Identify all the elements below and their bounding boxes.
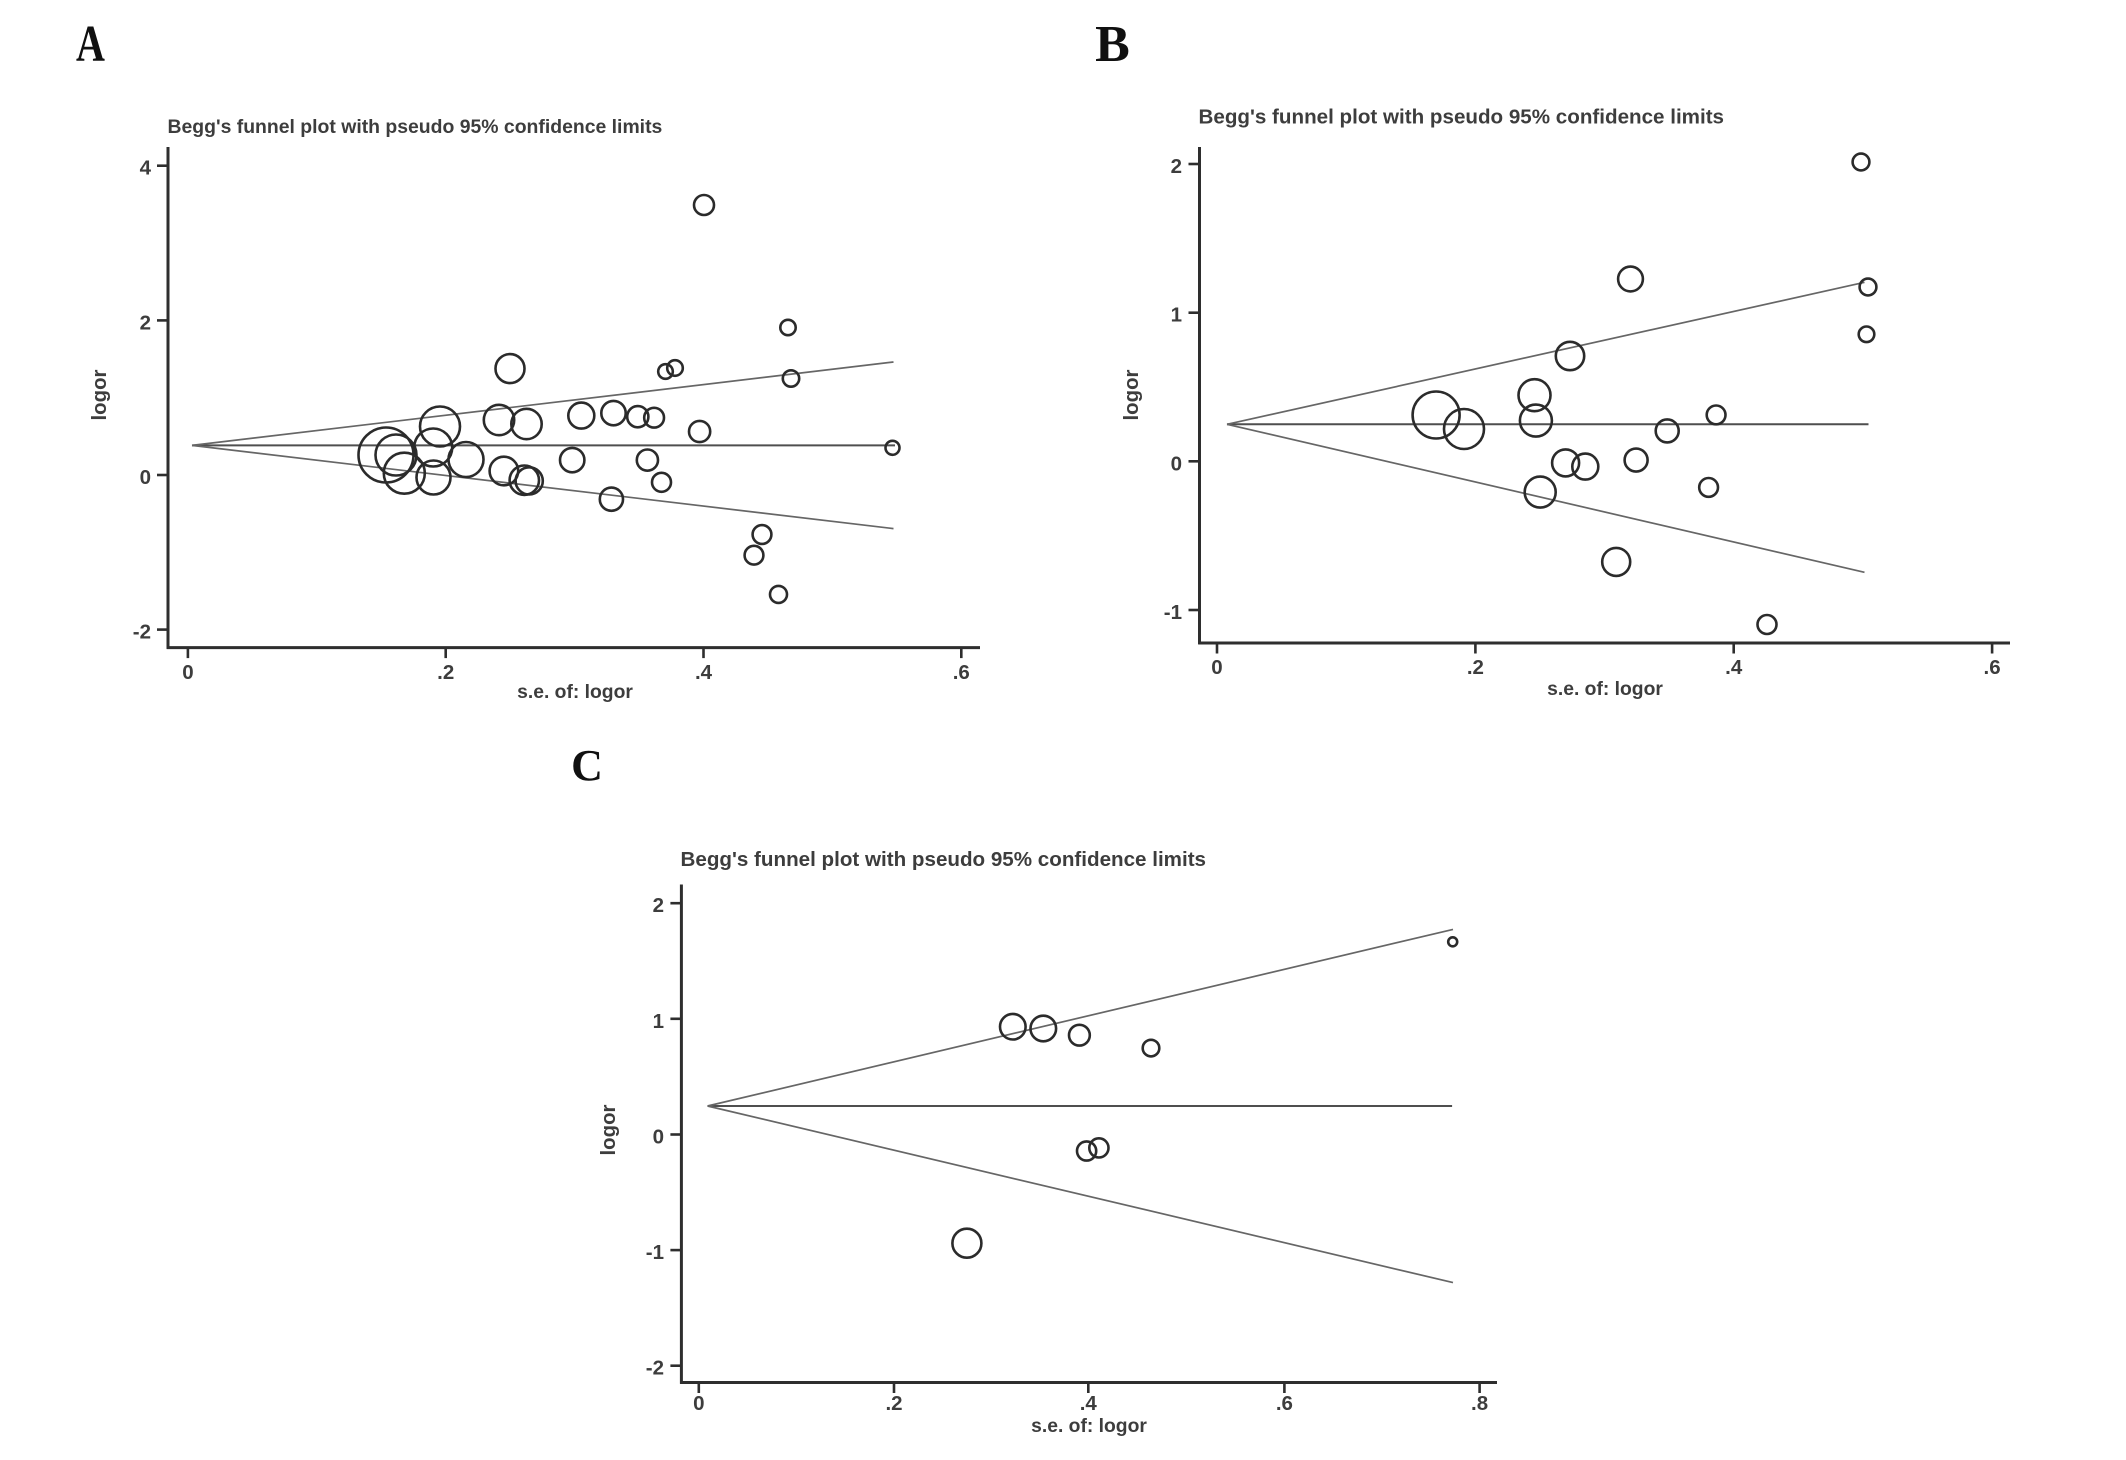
svg-text:s.e. of: logor: s.e. of: logor xyxy=(1031,1416,1147,1437)
svg-text:.4: .4 xyxy=(1080,1392,1098,1415)
svg-text:2: 2 xyxy=(1171,155,1182,178)
svg-text:.4: .4 xyxy=(695,661,713,684)
svg-text:.8: .8 xyxy=(1471,1392,1488,1415)
svg-text:s.e. of: logor: s.e. of: logor xyxy=(517,682,633,703)
svg-text:s.e. of: logor: s.e. of: logor xyxy=(1547,679,1663,700)
svg-text:C: C xyxy=(571,741,603,790)
svg-text:logor: logor xyxy=(1121,369,1143,420)
svg-text:.4: .4 xyxy=(1725,656,1743,679)
svg-text:0: 0 xyxy=(693,1392,704,1415)
svg-text:.2: .2 xyxy=(885,1392,902,1415)
svg-text:Begg's funnel plot with pseudo: Begg's funnel plot with pseudo 95% confi… xyxy=(1199,106,1725,129)
svg-text:logor: logor xyxy=(89,369,111,420)
svg-text:.6: .6 xyxy=(1276,1392,1293,1415)
svg-text:.6: .6 xyxy=(953,661,970,684)
svg-text:-1: -1 xyxy=(646,1241,664,1264)
svg-text:B: B xyxy=(1095,16,1130,73)
svg-text:0: 0 xyxy=(1171,452,1182,475)
svg-text:Begg's funnel plot with pseudo: Begg's funnel plot with pseudo 95% confi… xyxy=(681,848,1207,871)
svg-text:-1: -1 xyxy=(1164,601,1182,624)
svg-text:.6: .6 xyxy=(1984,656,2001,679)
svg-text:-2: -2 xyxy=(646,1357,664,1380)
svg-text:A: A xyxy=(76,16,105,73)
svg-text:-2: -2 xyxy=(133,621,151,644)
svg-text:0: 0 xyxy=(140,466,151,489)
svg-text:Begg's funnel plot with pseudo: Begg's funnel plot with pseudo 95% confi… xyxy=(168,116,663,138)
svg-text:.2: .2 xyxy=(437,661,454,684)
svg-text:0: 0 xyxy=(1211,656,1222,679)
svg-text:1: 1 xyxy=(653,1010,664,1033)
svg-text:0: 0 xyxy=(653,1126,664,1149)
svg-text:.2: .2 xyxy=(1467,656,1484,679)
svg-text:4: 4 xyxy=(140,157,152,180)
svg-text:logor: logor xyxy=(598,1104,620,1155)
svg-text:1: 1 xyxy=(1171,304,1182,327)
svg-text:2: 2 xyxy=(653,894,664,917)
svg-text:2: 2 xyxy=(140,311,151,334)
svg-text:0: 0 xyxy=(182,661,193,684)
